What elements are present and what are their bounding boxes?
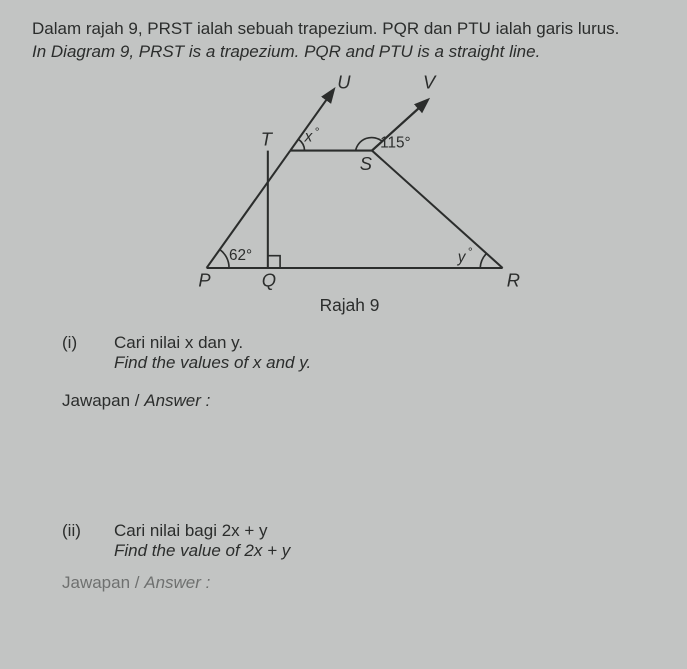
q-ii-text: Cari nilai bagi 2x + y Find the value of… [114,521,290,561]
answer-sep-2: / [130,573,144,592]
answer-ms: Jawapan [62,391,130,410]
label-115: 115° [380,134,411,151]
q-ii-en: Find the value of 2x + y [114,541,290,561]
answer-label-1: Jawapan / Answer : [62,391,667,411]
label-S: S [360,153,373,174]
spacer [32,561,667,573]
diagram-caption: Rajah 9 [320,295,380,315]
right-angle-marker [268,256,280,268]
label-P: P [198,269,211,290]
workspace-1 [32,411,667,521]
arc-R-y [480,254,486,268]
label-y-deg: ° [468,245,473,259]
label-x-deg: ° [315,124,320,138]
exam-page: Dalam rajah 9, PRST ialah sebuah trapezi… [0,0,687,669]
label-Q: Q [262,269,276,290]
answer-en: Answer : [144,391,210,410]
label-V: V [423,74,437,92]
label-R: R [507,269,520,290]
q-i-text: Cari nilai x dan y. Find the values of x… [114,333,311,373]
answer-ms-2: Jawapan [62,573,130,592]
intro-ms: Dalam rajah 9, PRST ialah sebuah trapezi… [32,18,667,41]
question-ii: (ii) Cari nilai bagi 2x + y Find the val… [62,521,667,561]
answer-label-2: Jawapan / Answer : [62,573,667,593]
q-ii-ms: Cari nilai bagi 2x + y [114,521,290,541]
answer-sep: / [130,391,144,410]
answer-en-2: Answer : [144,573,210,592]
diagram-9: U V T S P Q R x ° 115° 62° y ° Rajah 9 [32,74,667,319]
label-U: U [337,74,351,92]
spacer [32,319,667,333]
q-i-en: Find the values of x and y. [114,353,311,373]
line-RS [372,150,503,267]
q-i-ms: Cari nilai x dan y. [114,333,311,353]
label-62: 62° [229,247,252,264]
diagram-svg: U V T S P Q R x ° 115° 62° y ° Rajah 9 [32,74,667,319]
label-T: T [261,128,274,149]
arc-P [220,249,229,267]
q-i-number: (i) [62,333,90,353]
q-ii-number: (ii) [62,521,90,541]
label-y: y [457,249,467,266]
spacer [32,373,667,391]
question-i: (i) Cari nilai x dan y. Find the values … [62,333,667,373]
label-x: x [304,128,314,145]
intro-en: In Diagram 9, PRST is a trapezium. PQR a… [32,41,667,64]
